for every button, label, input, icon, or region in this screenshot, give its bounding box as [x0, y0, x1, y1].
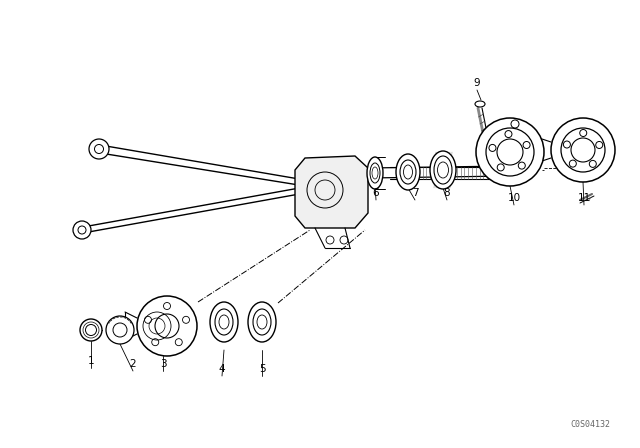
Text: 3: 3 — [160, 359, 166, 369]
Ellipse shape — [475, 101, 485, 107]
Circle shape — [106, 316, 134, 344]
Text: 5: 5 — [259, 364, 266, 374]
Text: 8: 8 — [444, 188, 451, 198]
Ellipse shape — [367, 157, 383, 189]
Polygon shape — [295, 156, 368, 228]
Ellipse shape — [210, 302, 238, 342]
Circle shape — [137, 296, 197, 356]
Text: 10: 10 — [508, 193, 520, 203]
Text: 2: 2 — [130, 359, 136, 369]
Ellipse shape — [396, 154, 420, 190]
Text: 11: 11 — [577, 193, 591, 203]
Text: 7: 7 — [412, 188, 419, 198]
Circle shape — [89, 139, 109, 159]
Text: 4: 4 — [219, 364, 225, 374]
Ellipse shape — [430, 151, 456, 189]
Circle shape — [80, 319, 102, 341]
Circle shape — [476, 118, 544, 186]
Circle shape — [73, 221, 91, 239]
Text: 1: 1 — [88, 356, 94, 366]
Circle shape — [551, 118, 615, 182]
Text: 9: 9 — [474, 78, 480, 88]
Text: C0S04132: C0S04132 — [570, 419, 610, 428]
Ellipse shape — [248, 302, 276, 342]
Text: 6: 6 — [372, 188, 380, 198]
